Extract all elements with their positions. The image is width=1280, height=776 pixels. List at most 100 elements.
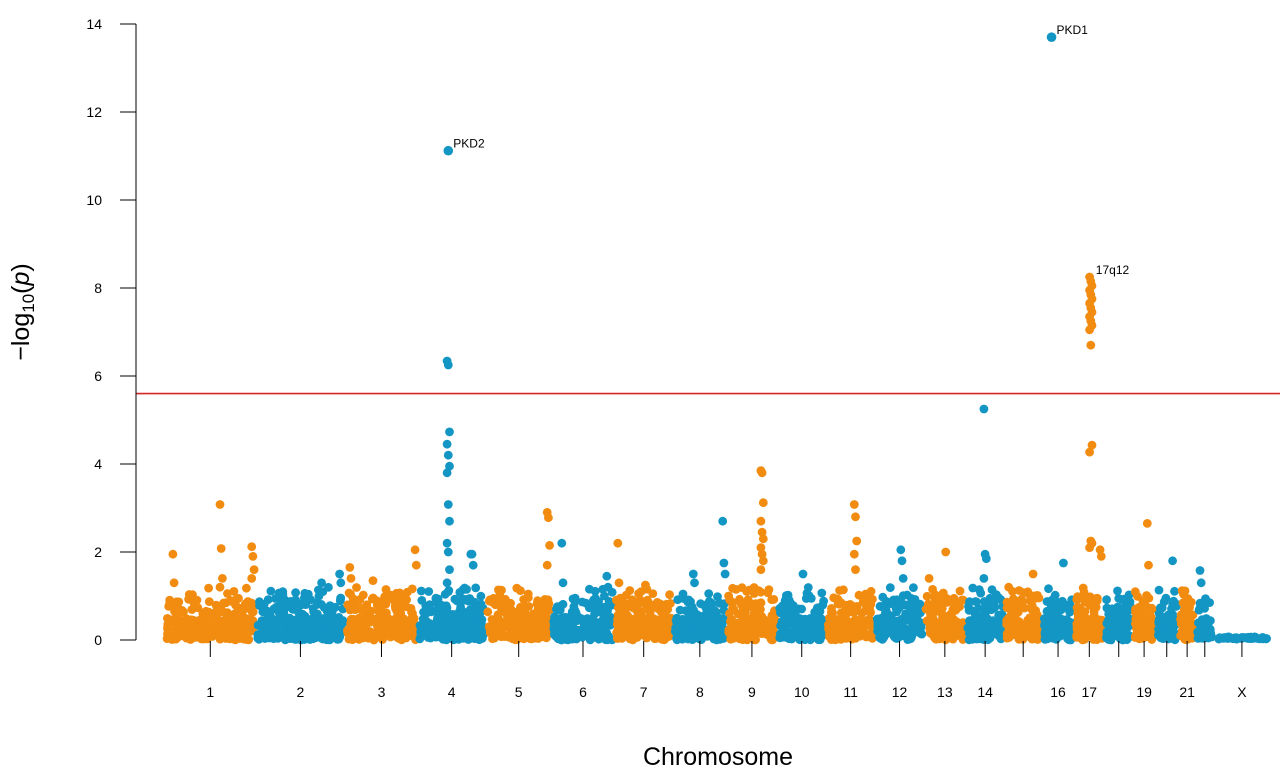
snp-point [359, 614, 369, 623]
snp-point [464, 614, 474, 624]
peak-point-chr4 [443, 360, 453, 370]
snp-point [1113, 586, 1122, 596]
snp-point [686, 597, 695, 606]
snp-point [366, 606, 376, 616]
snp-point [955, 586, 965, 596]
peak-point-chr22 [1195, 566, 1205, 575]
snp-point [951, 619, 961, 629]
snp-point [212, 615, 222, 624]
snp-point [1123, 607, 1132, 616]
peak-point-chr17 [1085, 447, 1094, 457]
snp-point [542, 623, 551, 633]
snp-point [879, 626, 888, 636]
snp-point [785, 615, 795, 624]
x-tick-label-chr13: 13 [937, 684, 953, 700]
snp-point [445, 615, 455, 625]
snp-point [1072, 630, 1082, 640]
snp-point [431, 594, 441, 604]
snp-point [1180, 587, 1189, 596]
snp-point [989, 626, 998, 635]
snp-point [1154, 585, 1164, 595]
snp-point [173, 633, 182, 643]
x-tick-label-chr6: 6 [579, 684, 587, 700]
snp-point [934, 620, 944, 630]
snp-point [229, 587, 239, 596]
snp-point [1033, 625, 1043, 635]
peak-point-chr8 [719, 558, 729, 568]
snp-point [899, 613, 909, 623]
snp-point [1166, 622, 1176, 632]
snp-point [601, 635, 610, 645]
snp-point [1114, 626, 1124, 636]
snp-point [263, 622, 273, 631]
snp-point [1170, 586, 1179, 596]
snp-point [400, 600, 410, 610]
peak-point-chr14 [979, 574, 989, 583]
snp-point [587, 630, 597, 640]
snp-point [437, 613, 447, 623]
snp-point [188, 615, 198, 625]
snp-point [685, 626, 695, 635]
snp-point [677, 623, 686, 633]
snp-point [533, 623, 542, 632]
snp-point [817, 588, 827, 598]
y-tick-label: 14 [86, 16, 102, 32]
snp-point [347, 622, 357, 632]
peak-point-chr2 [317, 578, 326, 588]
snp-point [781, 621, 791, 631]
snp-point [540, 614, 550, 624]
snp-point [620, 605, 630, 615]
snp-point [530, 633, 540, 643]
snp-point [591, 593, 600, 603]
peak-point-chr5 [544, 513, 553, 523]
peak-point-chr1 [247, 574, 257, 583]
snp-point [255, 601, 264, 611]
chromosome-3-points [343, 583, 420, 645]
snp-point [1042, 597, 1052, 606]
y-tick-label: 8 [94, 280, 102, 296]
snp-point [1102, 595, 1111, 605]
snp-point [1184, 619, 1194, 629]
chromosome-7-points [612, 584, 676, 645]
snp-point [386, 632, 395, 642]
snp-point [1261, 634, 1270, 643]
peak-point-chr4 [443, 547, 453, 557]
snp-point [957, 595, 967, 605]
peak-point-chr9 [758, 534, 768, 544]
snp-point [273, 618, 283, 628]
snp-point [485, 628, 495, 638]
peak-point-chr1 [169, 578, 179, 588]
snp-point [1013, 602, 1022, 612]
snp-point [407, 584, 417, 594]
peak-point-chr8 [690, 578, 699, 588]
snp-point [683, 614, 693, 623]
snp-point [306, 619, 315, 629]
snp-point [278, 587, 288, 597]
peak-point-chr11 [851, 512, 860, 522]
snp-point [713, 632, 723, 641]
annotation-pkd2: PKD2 [453, 137, 485, 151]
snp-point [1246, 634, 1256, 643]
snp-point [366, 632, 376, 641]
snp-point [348, 614, 358, 624]
snp-point [888, 596, 898, 605]
snp-point [1176, 619, 1186, 629]
snp-point [555, 602, 564, 612]
y-tick-label: 6 [94, 368, 102, 384]
snp-point [1073, 614, 1083, 623]
chromosome-18-points [1102, 586, 1136, 645]
snp-point [1116, 613, 1125, 623]
snp-point [479, 630, 488, 640]
snp-point [223, 608, 232, 618]
snp-point [635, 598, 645, 608]
peak-point-chr9 [758, 556, 768, 566]
snp-point [599, 626, 609, 635]
peak-point-chr17 [1086, 340, 1096, 350]
snp-point [885, 583, 895, 592]
snp-point [164, 602, 174, 611]
snp-point [924, 616, 934, 625]
chromosome-16-points [1039, 584, 1077, 645]
snp-point [387, 623, 397, 633]
snp-point [645, 607, 655, 617]
snp-point [881, 596, 891, 606]
